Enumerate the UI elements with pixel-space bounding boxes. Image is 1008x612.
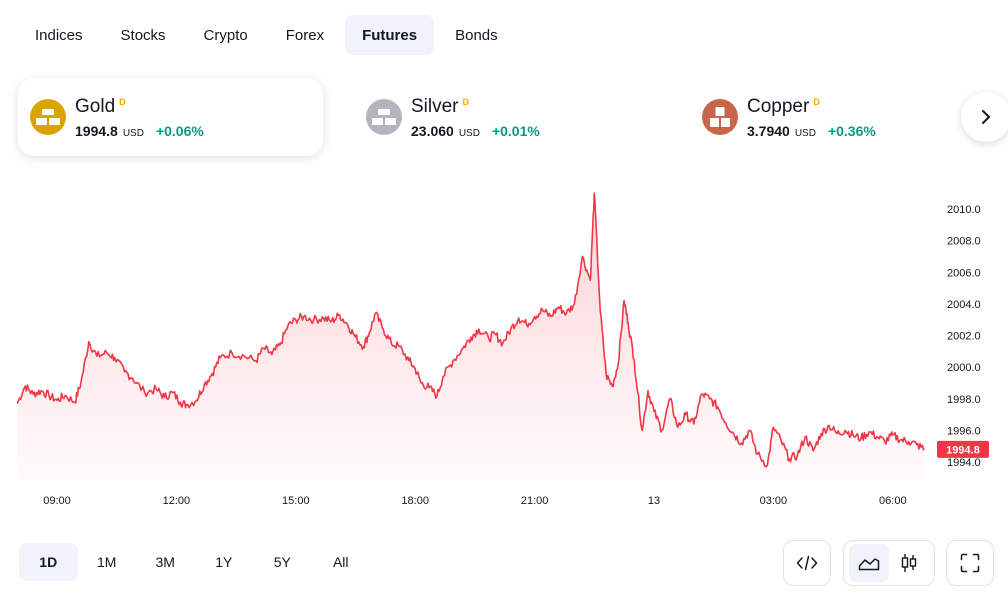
tab-futures[interactable]: Futures xyxy=(345,15,435,55)
embed-code-button[interactable] xyxy=(787,544,827,582)
y-tick-label: 2002.0 xyxy=(947,331,981,343)
price-area-fill xyxy=(17,193,925,480)
fullscreen-icon xyxy=(960,553,980,573)
price-unit: USD xyxy=(122,127,144,139)
range-3m[interactable]: 3M xyxy=(136,543,195,581)
price-change: +0.36% xyxy=(827,122,876,139)
tab-label: Stocks xyxy=(120,26,166,44)
y-tick-label: 2008.0 xyxy=(947,236,981,248)
fullscreen-button[interactable] xyxy=(950,544,990,582)
x-axis: 09:00 12:00 15:00 18:00 21:00 13 03:00 06:00 xyxy=(43,495,906,507)
embed-tool-group xyxy=(783,540,831,586)
range-selector: 1D 1M 3M 1Y 5Y All xyxy=(19,543,370,581)
y-tick-label: 2006.0 xyxy=(947,267,981,279)
tab-label: Indices xyxy=(35,26,83,44)
price-unit: USD xyxy=(458,127,480,139)
range-label: All xyxy=(332,554,349,570)
silver-bars-icon xyxy=(366,99,402,135)
price-line xyxy=(16,192,925,468)
last-price-tag: 1994.8 xyxy=(937,440,989,458)
area-chart-icon xyxy=(858,558,880,571)
range-all[interactable]: All xyxy=(312,543,371,581)
data-source-mark: D xyxy=(462,96,470,107)
data-source-mark: D xyxy=(813,96,820,107)
chart-style-group xyxy=(843,540,935,586)
price-change: +0.01% xyxy=(491,122,540,139)
market-tabs: Indices Stocks Crypto Forex Futures Bond… xyxy=(18,15,519,55)
instrument-price: 1994.8 xyxy=(75,122,118,139)
x-tick-label: 12:00 xyxy=(163,495,191,507)
tab-crypto[interactable]: Crypto xyxy=(187,15,265,55)
tab-label: Crypto xyxy=(203,26,248,44)
price-chart[interactable]: 1994.0 1996.0 1998.0 2000.0 2002.0 2004.0 2006… xyxy=(0,180,1008,520)
y-tick-label: 2004.0 xyxy=(947,299,981,311)
instrument-card-copper[interactable]: Copper D 3.7940 USD +0.36% xyxy=(690,78,995,156)
range-label: 1D xyxy=(39,554,58,570)
price-unit: USD xyxy=(794,127,816,139)
instrument-card-silver[interactable]: Silver D 23.060 USD +0.01% xyxy=(354,78,659,156)
range-label: 3M xyxy=(155,554,175,570)
instrument-name: Silver xyxy=(411,95,459,117)
range-label: 1Y xyxy=(215,554,233,570)
range-label: 5Y xyxy=(273,554,291,570)
y-tick-label: 2010.0 xyxy=(947,204,981,216)
range-label: 1M xyxy=(97,554,117,570)
x-tick-label: 21:00 xyxy=(521,495,549,507)
y-axis: 1994.0 1996.0 1998.0 2000.0 2002.0 2004.0 2006… xyxy=(947,204,981,469)
instrument-cards: Gold D 1994.8 USD +0.06% Silver D 23.060… xyxy=(18,78,1008,156)
tab-label: Futures xyxy=(362,26,418,44)
x-tick-label: 13 xyxy=(648,495,660,507)
x-tick-label: 03:00 xyxy=(760,495,788,507)
x-tick-label: 15:00 xyxy=(282,495,310,507)
price-change: +0.06% xyxy=(155,122,204,139)
instrument-price: 3.7940 xyxy=(747,122,790,139)
y-tick-label: 1994.0 xyxy=(947,457,981,469)
y-tick-label: 1998.0 xyxy=(947,394,981,406)
fullscreen-tool-group xyxy=(946,540,994,586)
range-5y[interactable]: 5Y xyxy=(253,543,312,581)
data-source-mark: D xyxy=(119,96,126,107)
tab-indices[interactable]: Indices xyxy=(18,15,100,55)
x-tick-label: 18:00 xyxy=(401,495,429,507)
range-1d[interactable]: 1D xyxy=(19,543,78,581)
area-chart-button[interactable] xyxy=(849,544,889,582)
chevron-right-icon xyxy=(982,110,990,124)
copper-blocks-icon xyxy=(702,99,738,135)
next-instruments-button[interactable] xyxy=(961,92,1008,142)
x-tick-label: 06:00 xyxy=(879,495,907,507)
x-tick-label: 09:00 xyxy=(43,495,71,507)
gold-bars-icon xyxy=(30,99,66,135)
range-1m[interactable]: 1M xyxy=(78,543,137,581)
candlestick-icon xyxy=(901,554,917,572)
instrument-price: 23.060 xyxy=(411,122,454,139)
tab-label: Forex xyxy=(285,26,325,44)
range-1y[interactable]: 1Y xyxy=(195,543,254,581)
tab-forex[interactable]: Forex xyxy=(269,15,341,55)
y-tick-label: 2000.0 xyxy=(947,362,981,374)
tab-bonds[interactable]: Bonds xyxy=(438,15,515,55)
instrument-name: Gold xyxy=(75,95,116,117)
instrument-card-gold[interactable]: Gold D 1994.8 USD +0.06% xyxy=(18,78,323,156)
code-icon xyxy=(796,555,818,571)
tab-label: Bonds xyxy=(455,26,498,44)
instrument-name: Copper xyxy=(747,95,810,117)
last-price-label: 1994.8 xyxy=(946,444,980,456)
tab-stocks[interactable]: Stocks xyxy=(104,15,183,55)
y-tick-label: 1996.0 xyxy=(947,425,981,437)
candle-chart-button[interactable] xyxy=(889,544,929,582)
